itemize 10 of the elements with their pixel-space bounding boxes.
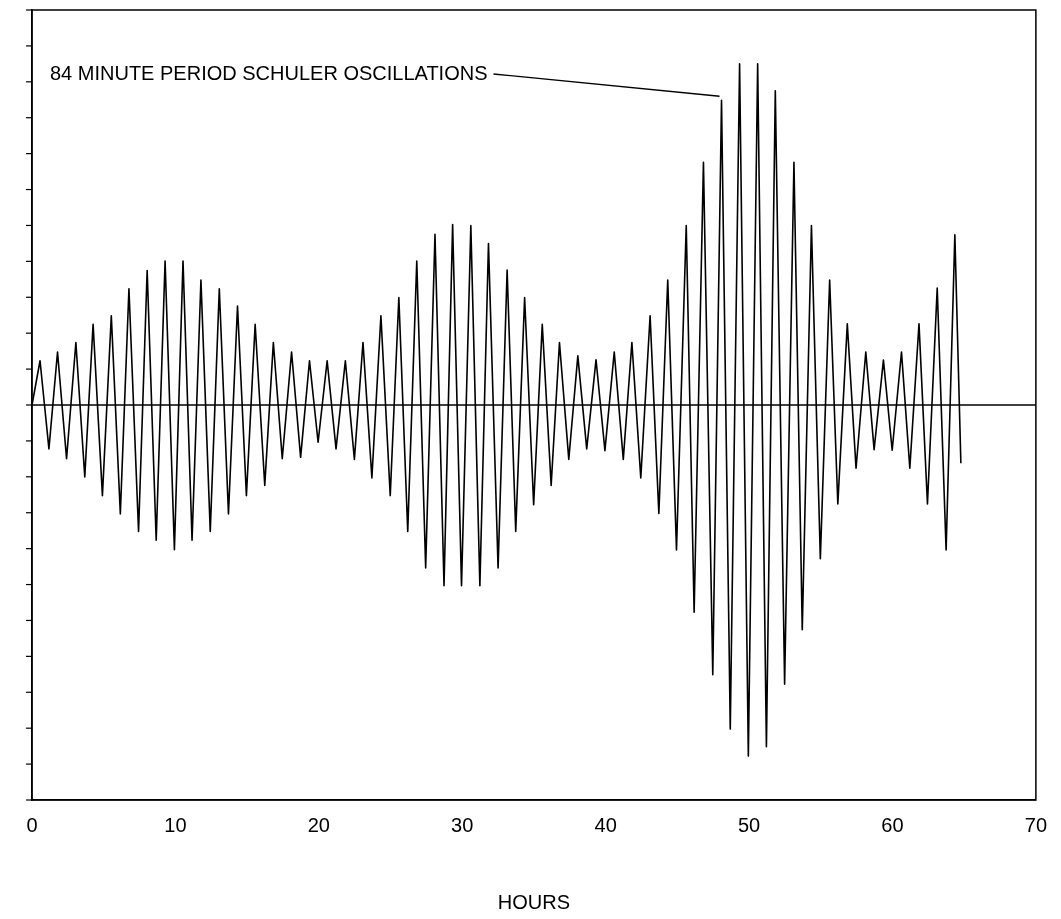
x-tick-label: 40: [594, 813, 617, 836]
x-tick-label: 60: [881, 813, 904, 836]
annotation: 84 MINUTE PERIOD SCHULER OSCILLATIONS: [50, 61, 488, 84]
x-tick-label: 20: [307, 813, 330, 836]
x-tick-label: 10: [164, 813, 187, 836]
x-axis-title: HOURS: [497, 890, 571, 913]
x-tick-label: 50: [737, 813, 761, 836]
x-tick-label: 70: [1024, 813, 1047, 836]
x-tick-label: 0: [26, 813, 38, 836]
x-tick-label: 30: [451, 813, 474, 836]
